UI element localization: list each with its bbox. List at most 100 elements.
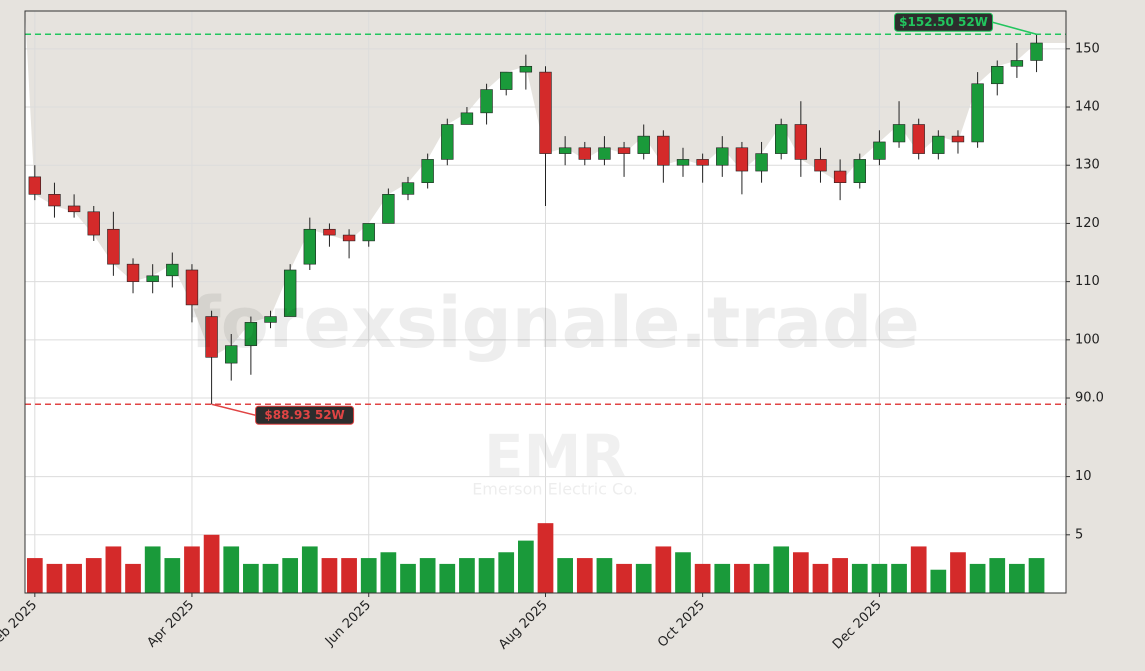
volume-bar (184, 546, 200, 593)
candle-body (657, 135, 670, 166)
candle-body (951, 135, 965, 143)
candle-body (401, 182, 415, 195)
candle-body (421, 159, 434, 183)
volume-bar (694, 563, 711, 593)
volume-bar (891, 563, 907, 593)
candle-body (558, 147, 572, 154)
candle-body (1010, 60, 1024, 67)
candle-body (991, 65, 1004, 85)
y-tick-label: 100 (1075, 332, 1100, 347)
volume-bar (675, 552, 691, 593)
candle-body (362, 223, 375, 242)
volume-bar (498, 552, 515, 593)
annotation-label: $88.93 52W (264, 408, 344, 422)
candle-body (28, 176, 42, 195)
volume-bar (812, 563, 829, 593)
volume-bar (792, 552, 809, 593)
annotation-box (894, 12, 994, 32)
volume-bar (360, 558, 377, 593)
volume-bar (341, 558, 357, 593)
volume-bar (714, 563, 731, 593)
candle-body (225, 345, 238, 364)
x-tick-label: Feb 2025 (0, 598, 40, 651)
volume-bar (301, 546, 318, 593)
y-tick-label: 90.0 (1075, 391, 1104, 406)
volume-bar (950, 552, 966, 593)
candle-body (853, 159, 866, 183)
candle-body (735, 147, 749, 172)
volume-bar (478, 558, 495, 593)
x-tick-label: Oct 2025 (655, 598, 708, 651)
candle-body (775, 124, 788, 154)
candle-body (696, 159, 709, 166)
candle-body (578, 147, 591, 160)
candle-body (873, 141, 886, 160)
volume-bar (439, 563, 456, 593)
x-tick-label: Dec 2025 (830, 598, 885, 653)
candle-body (323, 228, 336, 236)
candle-body (146, 275, 159, 282)
x-tick-label: Aug 2025 (496, 598, 551, 653)
volume-bar (282, 558, 299, 593)
annotation-box (255, 405, 355, 425)
volume-bar (243, 563, 259, 593)
ticker-watermark: EMR (484, 422, 626, 490)
candle-body (971, 83, 984, 143)
watermark: forexsignale.trade (190, 282, 919, 364)
y-tick-label: 150 (1075, 41, 1100, 56)
y2-tick-label: 10 (1075, 469, 1092, 484)
volume-bar (989, 558, 1006, 593)
company-watermark: Emerson Electric Co. (472, 480, 638, 499)
volume-bar (832, 558, 848, 593)
candle-body (87, 211, 100, 236)
candle-body (185, 269, 199, 306)
volume-bar (773, 546, 790, 593)
volume-bar (537, 523, 554, 593)
volume-bar (321, 558, 338, 593)
annotation-label: $152.50 52W (899, 15, 988, 29)
volume-bar (85, 558, 102, 593)
volume-bar (753, 563, 770, 593)
volume-bar (459, 558, 475, 593)
candle-body (460, 112, 474, 125)
volume-bar (734, 563, 750, 593)
candle-body (932, 135, 945, 154)
volume-bar (635, 563, 652, 593)
x-tick-label: Apr 2025 (144, 598, 197, 651)
volume-bar (164, 558, 181, 593)
volume-bar (655, 546, 672, 593)
volume-bar (419, 558, 436, 593)
candle-body (166, 263, 179, 277)
candle-body (676, 159, 690, 166)
annotation-arrow (992, 21, 1037, 36)
candle-body (598, 147, 611, 160)
candle-body (244, 322, 258, 346)
candle-body (107, 228, 120, 265)
candle-body (794, 124, 808, 160)
candle-body (441, 124, 454, 160)
volume-bar (576, 558, 593, 593)
y-tick-label: 110 (1075, 274, 1100, 289)
volume-bar (1009, 563, 1025, 593)
volume-bar (203, 534, 220, 593)
candle-body (892, 124, 906, 143)
volume-bar (557, 558, 573, 593)
volume-bar (125, 563, 141, 593)
volume-bar (105, 546, 122, 593)
volume-bar (518, 540, 534, 593)
volume-bar (871, 563, 888, 593)
volume-bar (969, 563, 986, 593)
candle-body (617, 147, 631, 154)
candle-body (500, 71, 513, 90)
candle-body (342, 234, 356, 242)
candle-body (637, 135, 650, 154)
candle-body (480, 89, 493, 114)
volume-bar (46, 563, 63, 593)
volume-bar (66, 563, 82, 593)
volume-bar (223, 546, 240, 593)
y-tick-label: 120 (1075, 216, 1100, 231)
volume-bar (910, 546, 927, 593)
volume-bar (26, 558, 43, 593)
candle-body (755, 153, 768, 172)
